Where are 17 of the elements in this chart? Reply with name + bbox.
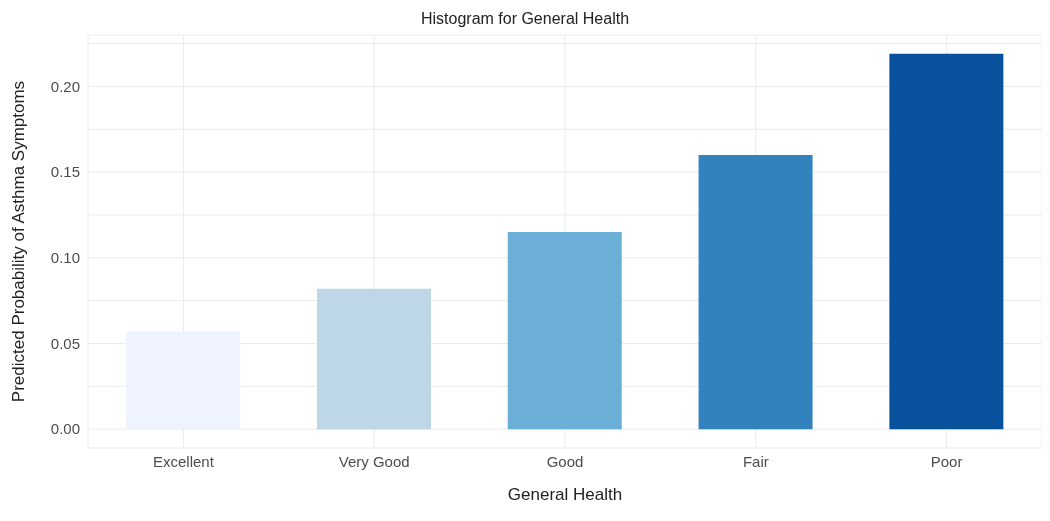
x-tick-label: Poor: [930, 452, 963, 470]
y-tick-label: 0.20: [50, 77, 80, 95]
y-axis-title: Predicted Probability of Asthma Symptoms: [9, 80, 29, 403]
y-tick-label: 0.00: [50, 420, 80, 438]
x-tick-label: Fair: [742, 452, 769, 470]
bar: [507, 232, 622, 430]
bar: [316, 288, 431, 430]
x-tick-label: Very Good: [338, 452, 410, 470]
chart-title: Histogram for General Health: [419, 9, 631, 29]
x-tick-label: Excellent: [152, 452, 215, 470]
bar: [698, 154, 813, 430]
x-tick-label: Good: [546, 452, 584, 470]
bar: [889, 53, 1004, 430]
x-axis-title: General Health: [507, 485, 623, 504]
y-tick-label: 0.15: [50, 163, 80, 181]
y-tick-label: 0.05: [50, 334, 80, 352]
y-tick-label: 0.10: [50, 249, 80, 267]
